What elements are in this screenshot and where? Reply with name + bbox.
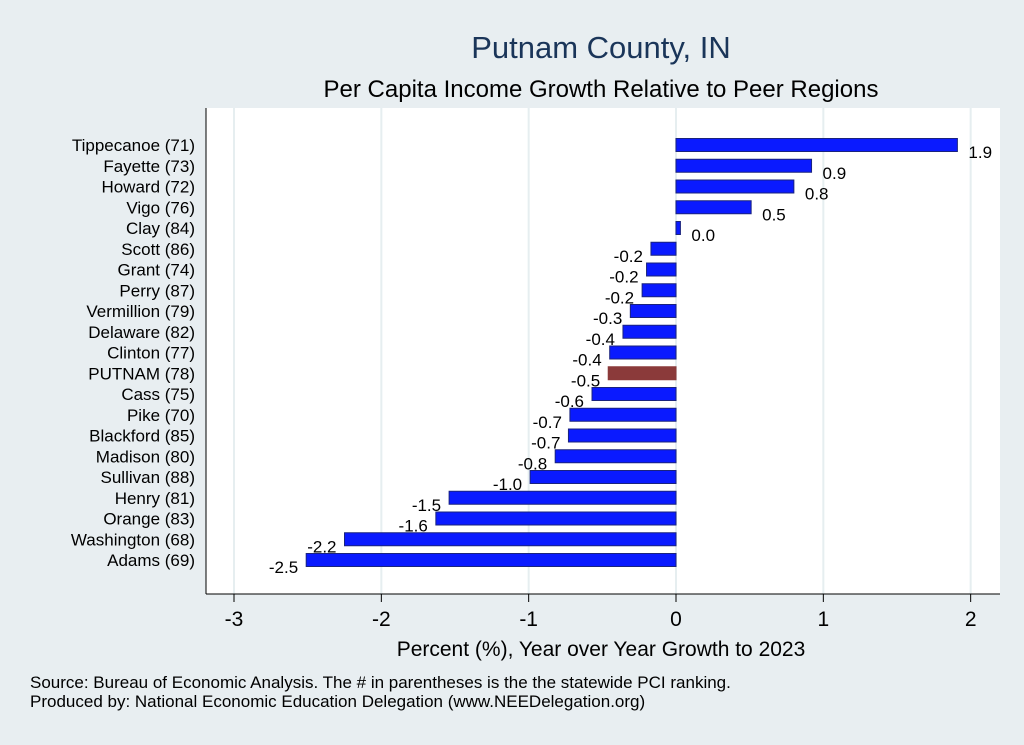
- category-label: Adams (69): [107, 551, 195, 570]
- category-label: Blackford (85): [89, 427, 195, 446]
- bar: [646, 262, 677, 277]
- x-tick-label: -2: [372, 608, 391, 631]
- x-tick-label: -1: [519, 608, 538, 631]
- x-tick-label: 0: [670, 608, 682, 631]
- category-label: Perry (87): [119, 281, 195, 300]
- bar: [591, 387, 677, 401]
- category-label: PUTNAM (78): [88, 364, 195, 383]
- value-label: -0.8: [518, 454, 547, 473]
- value-label: 1.9: [968, 143, 992, 162]
- bar: [675, 179, 795, 194]
- bar: [622, 324, 677, 339]
- produced-by-note: Produced by: National Economic Education…: [30, 692, 646, 711]
- value-labels: 1.90.90.80.50.0-0.2-0.2-0.2-0.3-0.4-0.4-…: [269, 143, 992, 577]
- bar: [435, 511, 677, 526]
- category-labels: Tippecanoe (71) Fayette (73) Howard (72)Vi…: [71, 136, 195, 570]
- value-label: -2.5: [269, 558, 298, 577]
- bars: [305, 138, 958, 567]
- category-label: Clinton (77): [107, 344, 195, 363]
- value-label: -1.6: [399, 517, 428, 536]
- value-label: 0.8: [805, 185, 829, 204]
- value-label: -0.2: [614, 247, 643, 266]
- category-label: Scott (86): [121, 240, 195, 259]
- bar: [675, 221, 681, 235]
- value-label: -0.4: [586, 330, 615, 349]
- bar: [641, 283, 677, 298]
- bar: [629, 304, 677, 318]
- value-label: -0.4: [572, 351, 601, 370]
- category-label: Vermillion (79): [86, 302, 195, 321]
- value-label: 0.0: [691, 226, 715, 245]
- category-label: Cass (75): [121, 385, 195, 404]
- bar: [305, 553, 677, 567]
- category-label: Sullivan (88): [101, 468, 196, 487]
- value-label: -0.3: [593, 309, 622, 328]
- value-label: -0.6: [555, 392, 584, 411]
- value-label: -0.5: [571, 371, 600, 390]
- bar: [567, 428, 677, 443]
- bar-highlight: [607, 366, 677, 381]
- category-label: Pike (70): [127, 406, 195, 425]
- bar: [650, 241, 677, 256]
- category-label: Vigo (76): [126, 198, 195, 217]
- chart-subtitle: Per Capita Income Growth Relative to Pee…: [324, 76, 879, 103]
- category-label: Henry (81): [115, 489, 195, 508]
- bar: [448, 490, 677, 505]
- bar: [675, 200, 752, 215]
- category-label: Delaware (82): [88, 323, 195, 342]
- bar: [675, 158, 813, 173]
- bar: [529, 470, 677, 484]
- category-label: Orange (83): [103, 510, 195, 529]
- value-label: 0.9: [823, 164, 847, 183]
- category-label: Madison (80): [96, 447, 195, 466]
- x-tick-label: -3: [225, 608, 244, 631]
- category-label: Grant (74): [118, 261, 195, 280]
- bar: [675, 138, 958, 152]
- source-note: Source: Bureau of Economic Analysis. The…: [30, 673, 731, 692]
- bar: [569, 407, 677, 422]
- category-label: Washington (68): [71, 530, 195, 549]
- bar: [609, 345, 677, 360]
- bar: [344, 532, 677, 547]
- value-label: -2.2: [307, 537, 336, 556]
- value-label: -1.5: [412, 496, 441, 515]
- value-label: 0.5: [762, 205, 786, 224]
- chart-title: Putnam County, IN: [471, 30, 731, 65]
- x-axis-ticks: -3 -2 -1 0 1 2: [225, 594, 977, 631]
- category-label: Howard (72): [101, 178, 195, 197]
- value-label: -0.2: [605, 288, 634, 307]
- category-label: Tippecanoe (71): [72, 136, 195, 155]
- value-label: -1.0: [493, 475, 522, 494]
- value-label: -0.7: [533, 413, 562, 432]
- x-axis-title: Percent (%), Year over Year Growth to 20…: [397, 638, 806, 661]
- bar: [554, 449, 677, 464]
- value-label: -0.7: [531, 434, 560, 453]
- category-label: Fayette (73): [103, 157, 195, 176]
- x-tick-label: 2: [965, 608, 977, 631]
- category-label: Clay (84): [126, 219, 195, 238]
- x-tick-label: 1: [817, 608, 829, 631]
- value-label: -0.2: [609, 268, 638, 287]
